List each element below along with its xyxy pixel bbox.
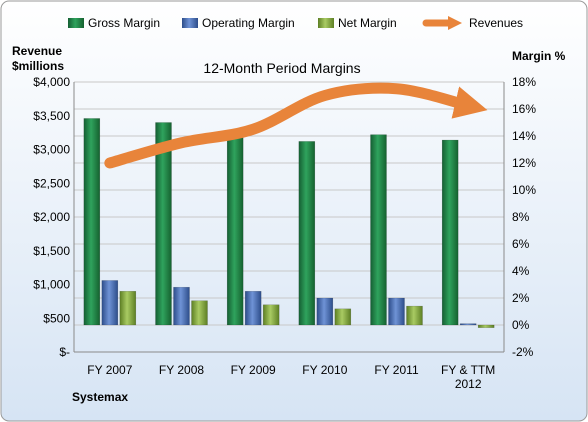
category-labels: FY 2007 FY 2008 FY 2009 FY 2010 FY 2011 FY & …: [87, 363, 495, 391]
right-tick-label: 2%: [512, 291, 530, 305]
company-label: Systemax: [72, 390, 128, 404]
category-label: 2012: [455, 377, 482, 391]
left-tick-label: $-: [59, 345, 70, 359]
legend-item-operating-margin: Operating Margin: [182, 16, 295, 30]
left-tick-label: $2,000: [33, 210, 70, 224]
bar-operating-margin: [316, 297, 334, 326]
bars: [83, 118, 495, 328]
bar-operating-margin: [459, 323, 477, 326]
left-tick-label: $4,000: [33, 75, 70, 89]
chart-title: 12-Month Period Margins: [203, 60, 360, 76]
revenue-line-path: [104, 82, 488, 169]
legend-label-revenues: Revenues: [469, 16, 523, 30]
bar-net-margin: [262, 304, 280, 326]
right-tick-label: 4%: [512, 264, 530, 278]
legend-item-gross-margin: Gross Margin: [68, 16, 160, 30]
bar-gross-margin: [370, 134, 387, 326]
bar-gross-margin: [441, 139, 459, 326]
bar-operating-margin: [173, 286, 190, 326]
bar-operating-margin: [244, 291, 262, 326]
category-label: FY 2009: [231, 363, 276, 377]
category-label: FY 2011: [374, 363, 419, 377]
right-tick-label: 12%: [512, 156, 536, 170]
category-label: FY & TTM: [441, 363, 495, 377]
left-tick-label: $2,500: [33, 176, 70, 190]
bar-net-margin: [119, 291, 137, 326]
legend-swatch-operating-margin: [182, 18, 198, 28]
legend: Gross Margin Operating Margin Net Margin…: [68, 16, 523, 30]
bar-operating-margin: [388, 297, 405, 326]
legend-label-operating-margin: Operating Margin: [202, 16, 295, 30]
right-tick-label: 8%: [512, 210, 530, 224]
revenue-line: [104, 82, 488, 169]
left-axis-ticks: $- $500 $1,000 $1,500 $2,000 $2,500 $3,000 $3,5…: [33, 75, 70, 359]
left-tick-label: $3,500: [33, 109, 70, 123]
category-label: FY 2007: [87, 363, 132, 377]
left-tick-label: $3,000: [33, 143, 70, 157]
left-tick-label: $500: [43, 311, 70, 325]
legend-label-net-margin: Net Margin: [338, 16, 397, 30]
bar-gross-margin: [298, 141, 316, 326]
right-axis-ticks: -2% 0% 2% 4% 6% 8% 10% 12% 14% 16% 18%: [512, 75, 536, 359]
right-tick-label: -2%: [512, 345, 534, 359]
bar-operating-margin: [101, 280, 119, 326]
left-tick-label: $1,500: [33, 244, 70, 258]
right-tick-label: 16%: [512, 102, 536, 116]
right-tick-label: 6%: [512, 237, 530, 251]
right-tick-label: 0%: [512, 318, 530, 332]
bar-net-margin: [191, 300, 208, 326]
bar-net-margin: [477, 324, 495, 328]
gridlines: [73, 81, 505, 353]
left-tick-label: $1,000: [33, 278, 70, 292]
bar-gross-margin: [83, 118, 101, 326]
right-tick-label: 14%: [512, 129, 536, 143]
legend-swatch-net-margin: [318, 18, 334, 28]
bar-net-margin: [334, 308, 352, 326]
legend-item-revenues: Revenues: [422, 16, 523, 30]
legend-arrow-revenues: [448, 16, 462, 30]
bar-gross-margin: [155, 122, 172, 326]
left-axis-label-line-2: $millions: [12, 59, 64, 73]
bar-net-margin: [406, 305, 423, 326]
right-tick-label: 10%: [512, 183, 536, 197]
right-tick-label: 18%: [512, 75, 536, 89]
category-label: FY 2008: [159, 363, 204, 377]
legend-item-net-margin: Net Margin: [318, 16, 397, 30]
legend-swatch-gross-margin: [68, 18, 84, 28]
bar-gross-margin: [226, 135, 244, 326]
left-axis-label-line-1: Revenue: [12, 44, 62, 58]
right-axis-label: Margin %: [512, 49, 566, 63]
category-label: FY 2010: [302, 363, 347, 377]
legend-label-gross-margin: Gross Margin: [88, 16, 160, 30]
